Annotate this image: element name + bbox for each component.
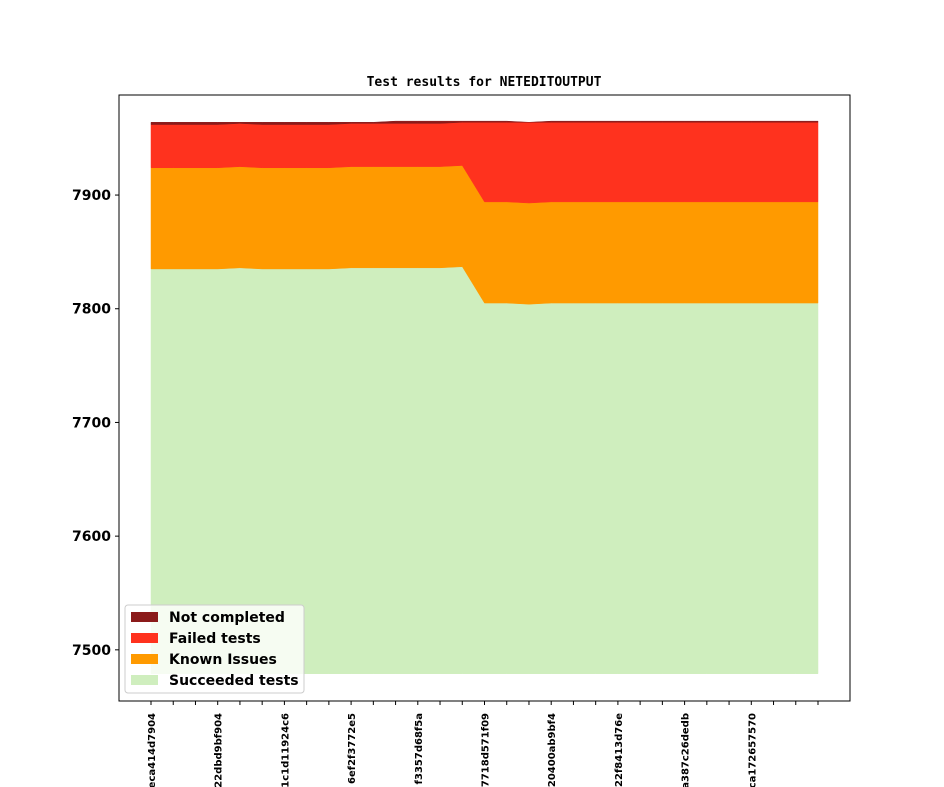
- x-axis: eca414d7904 22dbd9bf904 1c1d11924c6 6ef2f37…: [147, 701, 819, 787]
- y-tick-label: 7500: [72, 643, 111, 659]
- chart-title: Test results for NETEDITOUTPUT: [367, 75, 602, 90]
- y-tick-label: 7800: [72, 302, 111, 318]
- y-axis: 7500 7600 7700 7800 7900: [72, 188, 119, 659]
- legend-swatch: [131, 675, 158, 685]
- x-tick-label: 1c1d11924c6: [280, 713, 291, 787]
- x-tick-label: 20400ab9bf4: [547, 713, 558, 787]
- x-tick-label: ca172657570: [747, 713, 758, 787]
- legend: Not completed Failed tests Known Issues Suc…: [124, 604, 305, 694]
- x-tick-label: 6ef2f3772e5: [347, 713, 358, 784]
- x-tick-label: 22f8413d76e: [614, 713, 625, 787]
- y-tick-label: 7600: [72, 529, 111, 545]
- area-not-completed: [150, 120, 819, 125]
- legend-box: [124, 604, 305, 694]
- legend-swatch: [131, 654, 158, 664]
- legend-label: Failed tests: [169, 631, 261, 647]
- x-tick-label: 22dbd9bf904: [214, 713, 225, 787]
- legend-swatch: [131, 612, 158, 622]
- x-tick-label: f3357d68f5a: [414, 713, 425, 784]
- x-tick-label: eca414d7904: [147, 713, 158, 787]
- y-tick-label: 7900: [72, 188, 111, 204]
- x-tick-label: 7718d571f09: [481, 713, 492, 787]
- legend-label: Not completed: [169, 610, 285, 626]
- x-tick-label: a387c26dedb: [681, 713, 692, 787]
- y-tick-label: 7700: [72, 415, 111, 431]
- legend-label: Known Issues: [169, 652, 277, 668]
- legend-label: Succeeded tests: [169, 673, 299, 689]
- area-layers: [150, 120, 819, 674]
- legend-swatch: [131, 633, 158, 643]
